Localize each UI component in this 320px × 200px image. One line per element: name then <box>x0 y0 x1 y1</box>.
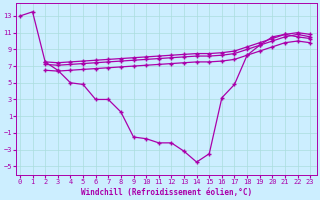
X-axis label: Windchill (Refroidissement éolien,°C): Windchill (Refroidissement éolien,°C) <box>81 188 252 197</box>
